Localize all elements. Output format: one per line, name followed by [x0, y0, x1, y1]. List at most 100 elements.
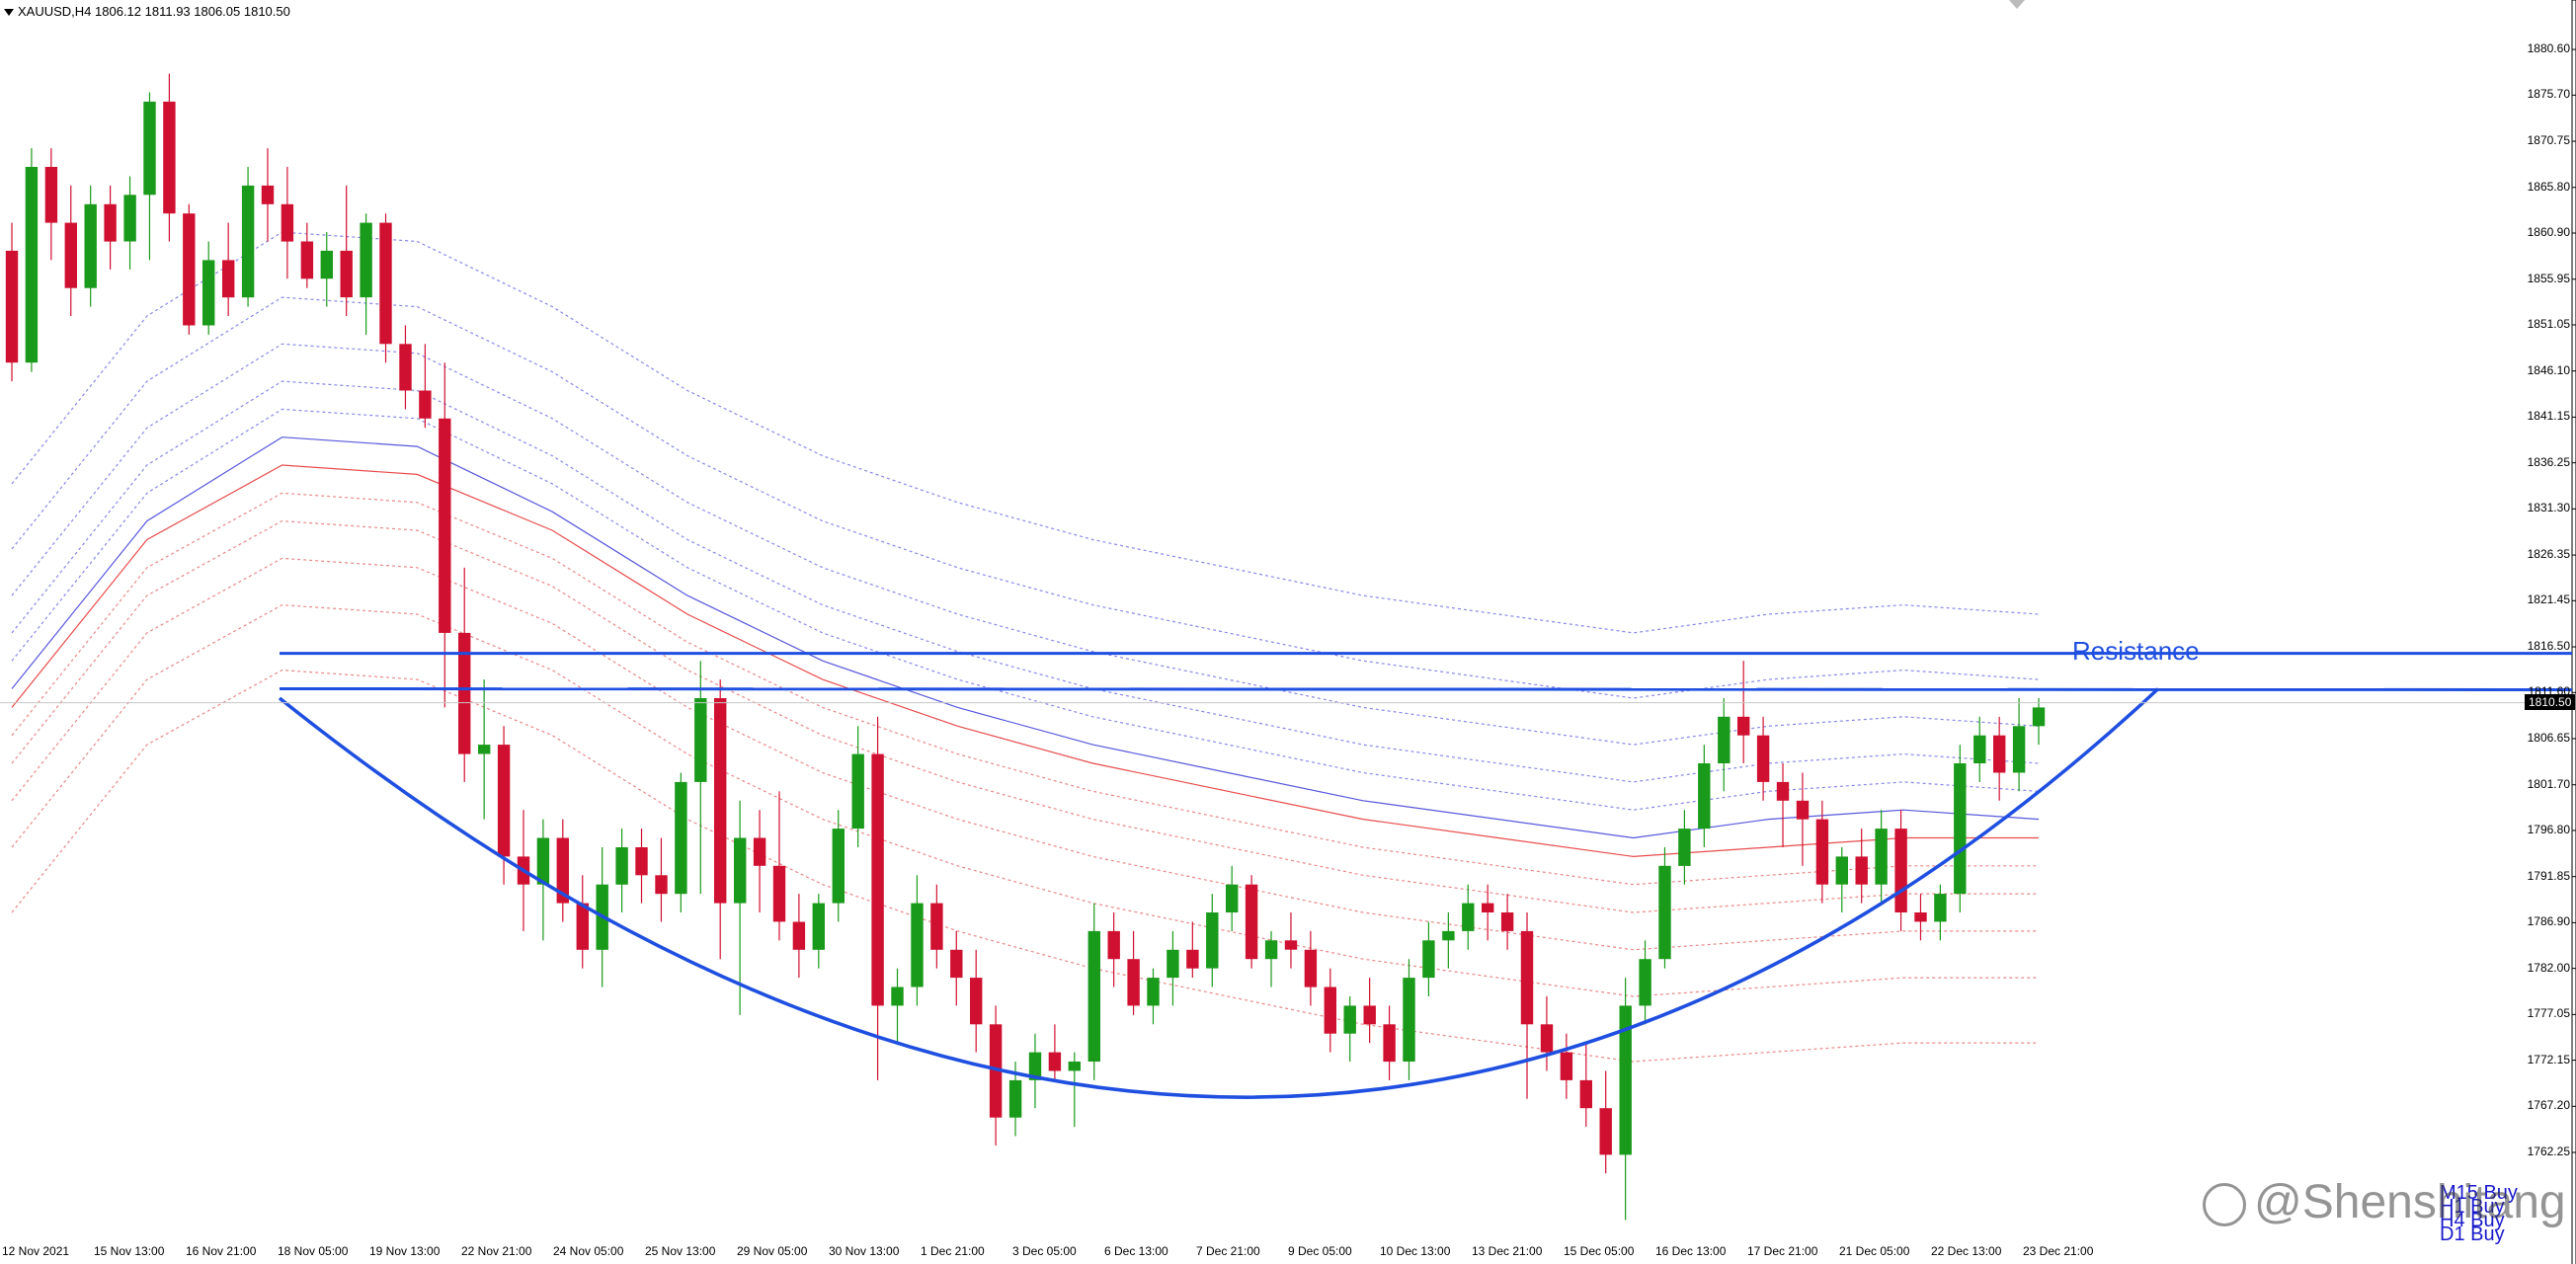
candle-body: [320, 250, 333, 279]
time-tick-label: 22 Dec 13:00: [1931, 1244, 2002, 1258]
candle-body: [1304, 949, 1318, 988]
candle-body: [1914, 912, 1927, 922]
time-tick-label: 25 Nov 13:00: [645, 1244, 716, 1258]
price-tick-label: 1841.15: [2527, 409, 2570, 424]
cup-curve[interactable]: [278, 687, 2160, 1099]
price-tick-label: 1865.80: [2527, 179, 2570, 194]
candle-body: [851, 753, 864, 830]
candle-body: [1835, 856, 1848, 885]
time-tick-label: 23 Dec 21:00: [2023, 1244, 2094, 1258]
candle-body: [891, 987, 904, 1006]
candle-body: [300, 241, 314, 279]
candle-body: [1934, 894, 1947, 922]
candle-body: [1167, 949, 1179, 979]
candle-body: [1520, 930, 1534, 1025]
price-tick-label: 1875.70: [2527, 87, 2570, 102]
candle-body: [1954, 763, 1967, 895]
candle-body: [379, 222, 392, 345]
candle-body: [635, 847, 648, 876]
candle-body: [1855, 856, 1868, 885]
time-tick-label: 22 Nov 21:00: [461, 1244, 532, 1258]
time-tick-label: 6 Dec 13:00: [1104, 1244, 1168, 1258]
candle-body: [655, 875, 668, 895]
ema-blue-band-3: [11, 296, 2040, 699]
signal-h1: H1 Buy: [2440, 1196, 2505, 1218]
candle-body: [1698, 763, 1711, 830]
candle-body: [950, 949, 963, 979]
candle-body: [1776, 781, 1790, 801]
candle-body: [911, 903, 924, 988]
time-tick-label: 21 Dec 05:00: [1839, 1244, 1910, 1258]
time-tick-label: 3 Dec 05:00: [1012, 1244, 1077, 1258]
shift-marker-icon[interactable]: [2009, 0, 2025, 9]
ema-red-band-1: [11, 519, 2039, 913]
price-tick-label: 1880.60: [2527, 41, 2570, 56]
candle-body: [281, 203, 294, 242]
time-tick-label: 24 Nov 05:00: [553, 1244, 624, 1258]
candle-body: [143, 101, 156, 196]
candle-body: [1087, 930, 1100, 1062]
candle-body: [1068, 1062, 1081, 1071]
candle-body: [104, 203, 117, 242]
candle-body: [1678, 829, 1691, 866]
candle-body: [1718, 716, 1731, 763]
candle-body: [1482, 903, 1494, 912]
ema-blue-band-4: [11, 231, 2040, 634]
candle-body: [1737, 716, 1750, 736]
ema-red-band-4: [11, 669, 2039, 1063]
time-tick-label: 7 Dec 21:00: [1196, 1244, 1260, 1258]
price-tick-label: 1772.15: [2527, 1052, 2570, 1066]
price-tick-label: 1816.50: [2527, 639, 2570, 654]
price-axis-border: [2571, 0, 2576, 1264]
candle-body: [399, 344, 412, 391]
candle-body: [1383, 1024, 1396, 1063]
candle-body: [1245, 884, 1258, 960]
candle-body: [832, 829, 845, 904]
price-tick-label: 1786.90: [2527, 914, 2570, 929]
candle-body: [1639, 959, 1651, 1006]
ema-red-band-0: [11, 492, 2039, 886]
candle-body: [1422, 940, 1435, 979]
candle-body: [497, 745, 511, 857]
resistance-line-lower[interactable]: [279, 687, 2573, 692]
ema-red-band-3: [11, 603, 2039, 997]
candle-body: [1973, 735, 1986, 763]
price-tick-label: 1826.35: [2527, 547, 2570, 562]
candle-body: [2032, 707, 2046, 727]
zhihu-logo-icon: [2203, 1183, 2246, 1227]
price-tick-label: 1836.25: [2527, 454, 2570, 469]
watermark: @Shenshitang: [2203, 1175, 2566, 1229]
time-tick-label: 29 Nov 05:00: [737, 1244, 808, 1258]
candle-body: [183, 213, 196, 326]
candle-body: [25, 167, 39, 363]
candle-body: [1462, 903, 1475, 931]
candle-body: [1875, 829, 1888, 885]
candle-body: [615, 847, 628, 885]
price-tick-label: 1821.45: [2527, 592, 2570, 607]
candle-body: [675, 781, 687, 895]
time-tick-label: 19 Nov 13:00: [369, 1244, 441, 1258]
candle-body: [419, 390, 432, 419]
candle-body: [714, 698, 727, 904]
price-tick-label: 1870.75: [2527, 133, 2570, 148]
candle-body: [556, 837, 569, 904]
candle-body: [1619, 1005, 1632, 1155]
signal-m15: M15 Buy: [2440, 1182, 2518, 1204]
candle-body: [930, 903, 943, 950]
ema-blue-band-2: [11, 343, 2040, 746]
time-tick-label: 16 Nov 21:00: [186, 1244, 257, 1258]
candle-body: [2012, 726, 2026, 773]
dropdown-triangle-icon[interactable]: [4, 9, 14, 17]
candle-body: [163, 101, 176, 214]
candle-body: [458, 632, 471, 754]
time-tick-label: 9 Dec 05:00: [1288, 1244, 1352, 1258]
candle-body: [360, 222, 372, 298]
price-tick-label: 1806.65: [2527, 731, 2570, 745]
candle-body: [989, 1024, 1003, 1118]
candle-body: [1226, 884, 1239, 912]
candle-body: [123, 195, 136, 242]
candle-body: [222, 260, 235, 298]
candle-body: [536, 837, 550, 885]
